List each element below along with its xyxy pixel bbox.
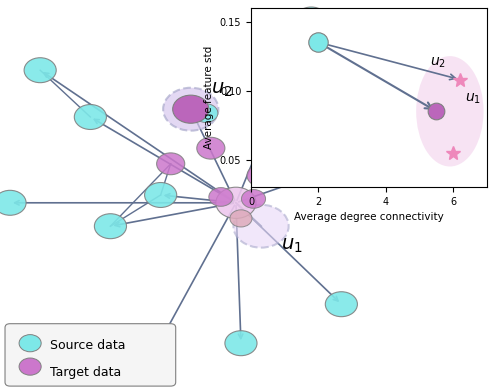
Circle shape: [193, 104, 217, 122]
Circle shape: [94, 214, 126, 239]
Circle shape: [24, 58, 56, 83]
Circle shape: [215, 187, 256, 218]
Circle shape: [156, 153, 184, 175]
Circle shape: [224, 331, 257, 356]
Text: $u_1$: $u_1$: [464, 92, 480, 106]
Circle shape: [325, 292, 357, 317]
Circle shape: [196, 137, 224, 159]
Circle shape: [295, 7, 327, 32]
Circle shape: [233, 205, 288, 248]
Text: Source data: Source data: [50, 339, 125, 352]
Circle shape: [229, 210, 252, 227]
Circle shape: [172, 95, 208, 123]
Circle shape: [445, 112, 477, 137]
Text: Target data: Target data: [50, 366, 121, 379]
Text: $u_1$: $u_1$: [281, 236, 302, 255]
FancyBboxPatch shape: [5, 324, 175, 386]
Text: $u_2$: $u_2$: [429, 56, 445, 70]
Circle shape: [19, 335, 41, 352]
Circle shape: [246, 165, 275, 186]
Circle shape: [144, 183, 176, 207]
Circle shape: [208, 188, 232, 206]
Circle shape: [163, 88, 218, 131]
Circle shape: [0, 190, 26, 215]
Text: $u_2$: $u_2$: [210, 80, 232, 99]
Circle shape: [19, 358, 41, 375]
Circle shape: [134, 346, 166, 371]
Circle shape: [241, 190, 265, 208]
Ellipse shape: [415, 56, 482, 167]
X-axis label: Average degree connectivity: Average degree connectivity: [294, 213, 443, 222]
Y-axis label: Average feature std: Average feature std: [204, 46, 214, 149]
Circle shape: [74, 105, 106, 129]
